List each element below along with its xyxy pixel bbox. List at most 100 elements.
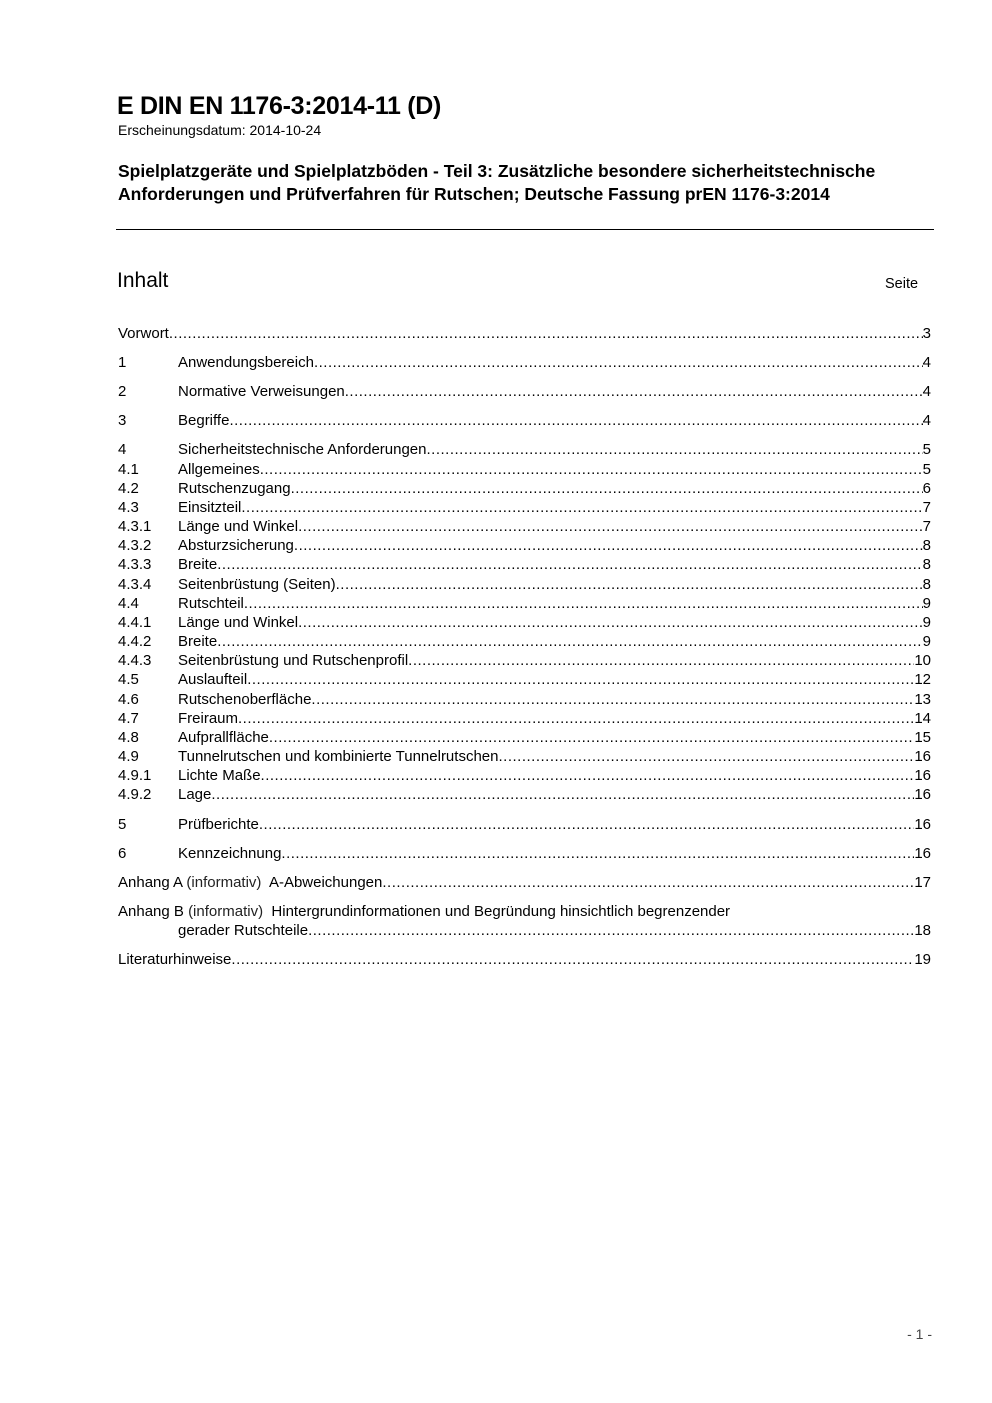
toc-page-number: 6 bbox=[922, 480, 931, 497]
dot-leader bbox=[241, 499, 922, 517]
toc-page-number: 18 bbox=[914, 922, 931, 939]
toc-title: Prüfberichte bbox=[178, 816, 259, 833]
toc-entry-annex-b[interactable]: Anhang B (informativ) Hintergrundinforma… bbox=[118, 903, 931, 921]
toc-title: Freiraum bbox=[178, 710, 239, 727]
toc-entry-annex-a[interactable]: Anhang A (informativ) A-Abweichungen 17 bbox=[118, 874, 931, 892]
toc-entry[interactable]: 4.9.2 Lage 16 bbox=[118, 786, 931, 804]
toc-entry[interactable]: 4.7 Freiraum 14 bbox=[118, 710, 931, 728]
toc-title: Lichte Maße bbox=[178, 767, 261, 784]
toc-section-number: 6 bbox=[118, 845, 127, 862]
toc-entry[interactable]: Vorwort 3 bbox=[118, 325, 931, 343]
toc-page-number: 9 bbox=[922, 595, 931, 612]
dot-leader bbox=[229, 412, 922, 430]
toc-entry[interactable]: 4.1 Allgemeines 5 bbox=[118, 461, 931, 479]
toc-page-number: 16 bbox=[914, 786, 931, 803]
toc-section-number: 4.3 bbox=[118, 499, 139, 516]
toc-section-number: 4.8 bbox=[118, 729, 139, 746]
page-number: - 1 - bbox=[907, 1326, 932, 1342]
toc-page-label: Seite bbox=[885, 276, 919, 292]
toc-page-number: 4 bbox=[922, 354, 931, 371]
toc-page-number: 15 bbox=[914, 729, 931, 746]
toc-page-number: 10 bbox=[914, 652, 931, 669]
toc-entry[interactable]: 1 Anwendungsbereich 4 bbox=[118, 354, 931, 372]
toc-page-number: 7 bbox=[922, 518, 931, 535]
toc-section-number: 4.3.4 bbox=[118, 576, 152, 593]
toc-title: Rutschteil bbox=[178, 595, 244, 612]
toc-page-number: 7 bbox=[922, 499, 931, 516]
annex-label: Anhang A (informativ) A-Abweichungen bbox=[118, 874, 383, 891]
toc-title: Absturzsicherung bbox=[178, 537, 294, 554]
toc-page-number: 4 bbox=[922, 383, 931, 400]
toc-section-number: 5 bbox=[118, 816, 127, 833]
document-subtitle: Spielplatzgeräte und Spielplatzböden - T… bbox=[118, 161, 876, 204]
dot-leader bbox=[311, 691, 914, 709]
toc-entry[interactable]: 4.5 Auslaufteil 12 bbox=[118, 671, 931, 689]
toc-section-number: 4.1 bbox=[118, 461, 139, 478]
dot-leader bbox=[298, 614, 923, 632]
toc-entry[interactable]: 4.6 Rutschenoberfläche 13 bbox=[118, 691, 931, 709]
toc-section-number: 4.4.1 bbox=[118, 614, 152, 631]
toc-entry[interactable]: 4.3.2 Absturzsicherung 8 bbox=[118, 537, 931, 555]
dot-leader bbox=[259, 816, 914, 834]
document-id: E DIN EN 1176-3:2014-11 (D) bbox=[117, 92, 442, 120]
toc-title: Auslaufteil bbox=[178, 671, 248, 688]
toc-entry[interactable]: 4.4.2 Breite 9 bbox=[118, 633, 931, 651]
toc-page-number: 5 bbox=[922, 441, 931, 458]
toc-entry-annex-b-cont[interactable]: gerader Rutschteile 18 bbox=[118, 922, 931, 940]
toc-section-number: 4.3.3 bbox=[118, 556, 152, 573]
toc-title: Seitenbrüstung (Seiten) bbox=[178, 576, 336, 593]
toc-title: Seitenbrüstung und Rutschenprofil bbox=[178, 652, 409, 669]
toc-entry[interactable]: 4.3.1 Länge und Winkel 7 bbox=[118, 518, 931, 536]
toc-title: Anwendungsbereich bbox=[178, 354, 314, 371]
dot-leader bbox=[298, 518, 923, 536]
toc-page-number: 8 bbox=[922, 576, 931, 593]
toc-title: Rutschenzugang bbox=[178, 480, 291, 497]
dot-leader bbox=[291, 480, 923, 498]
divider bbox=[116, 229, 934, 230]
toc-page-number: 17 bbox=[914, 874, 931, 891]
toc-title: Breite bbox=[178, 633, 218, 650]
toc-section-number: 4.5 bbox=[118, 671, 139, 688]
toc-title: Länge und Winkel bbox=[178, 518, 299, 535]
toc-section-number: 4.2 bbox=[118, 480, 139, 497]
toc-entry[interactable]: 4.3 Einsitzteil 7 bbox=[118, 499, 931, 517]
toc-section-number: 4.9.1 bbox=[118, 767, 152, 784]
dot-leader bbox=[211, 786, 914, 804]
toc-entry[interactable]: 4.2 Rutschenzugang 6 bbox=[118, 480, 931, 498]
toc-title: Vorwort bbox=[118, 325, 169, 342]
toc-page-number: 3 bbox=[922, 325, 931, 342]
toc-page-number: 8 bbox=[922, 556, 931, 573]
toc-page-number: 9 bbox=[922, 614, 931, 631]
toc-page-number: 9 bbox=[922, 633, 931, 650]
toc-section-number: 4.4.2 bbox=[118, 633, 152, 650]
dot-leader bbox=[261, 767, 915, 785]
toc-entry[interactable]: 2 Normative Verweisungen 4 bbox=[118, 383, 931, 401]
toc-title: Tunnelrutschen und kombinierte Tunnelrut… bbox=[178, 748, 499, 765]
toc-title: Normative Verweisungen bbox=[178, 383, 345, 400]
toc-entry-bibliography[interactable]: Literaturhinweise 19 bbox=[118, 951, 931, 969]
toc-entry[interactable]: 4.8 Aufprallfläche 15 bbox=[118, 729, 931, 747]
toc-section-number: 4.9 bbox=[118, 748, 139, 765]
toc-entry[interactable]: 4.3.3 Breite 8 bbox=[118, 556, 931, 574]
toc-entry[interactable]: 4.9 Tunnelrutschen und kombinierte Tunnel… bbox=[118, 748, 931, 766]
toc-entry[interactable]: 4.4.3 Seitenbrüstung und Rutschenprofil 10 bbox=[118, 652, 931, 670]
toc-title: Aufprallfläche bbox=[178, 729, 269, 746]
toc-entry[interactable]: 4.3.4 Seitenbrüstung (Seiten) 8 bbox=[118, 576, 931, 594]
dot-leader bbox=[269, 729, 914, 747]
toc-entry[interactable]: 4 Sicherheitstechnische Anforderungen 5 bbox=[118, 441, 931, 459]
toc-entry[interactable]: 4.4 Rutschteil 9 bbox=[118, 595, 931, 613]
toc-title: Allgemeines bbox=[178, 461, 260, 478]
toc-page-number: 16 bbox=[914, 845, 931, 862]
toc-entry[interactable]: 3 Begriffe 4 bbox=[118, 412, 931, 430]
toc-entry[interactable]: 5 Prüfberichte 16 bbox=[118, 816, 931, 834]
dot-leader bbox=[244, 595, 923, 613]
toc-page-number: 14 bbox=[914, 710, 931, 727]
publication-date: Erscheinungsdatum: 2014-10-24 bbox=[118, 122, 322, 138]
dot-leader bbox=[217, 633, 922, 651]
dot-leader bbox=[260, 461, 923, 479]
toc-section-number: 4 bbox=[118, 441, 127, 458]
toc-entry[interactable]: 4.4.1 Länge und Winkel 9 bbox=[118, 614, 931, 632]
toc-entry[interactable]: 6 Kennzeichnung 16 bbox=[118, 845, 931, 863]
toc-section-number: 4.3.2 bbox=[118, 537, 152, 554]
toc-entry[interactable]: 4.9.1 Lichte Maße 16 bbox=[118, 767, 931, 785]
